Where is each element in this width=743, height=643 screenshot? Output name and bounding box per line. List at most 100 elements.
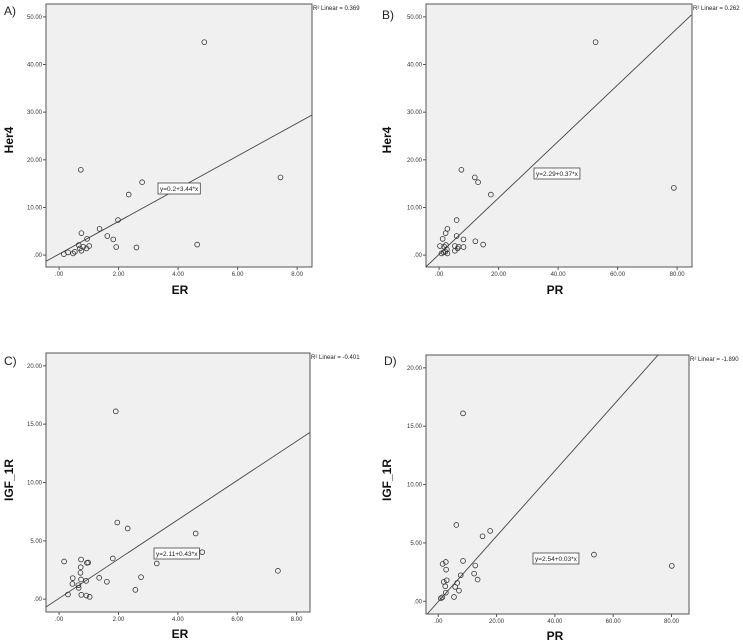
plot-area <box>425 354 690 615</box>
y-tick-label: 15.00 <box>407 424 423 430</box>
x-tick-label: 4.00 <box>172 617 184 623</box>
data-point <box>86 594 93 600</box>
panel-label: B) <box>382 8 394 22</box>
x-tick-label: .00 <box>55 617 64 623</box>
data-point <box>96 226 103 232</box>
data-point <box>78 556 84 563</box>
x-tick-label: .00 <box>55 272 64 278</box>
y-tick-label: 10.00 <box>27 481 43 487</box>
data-point <box>452 584 458 590</box>
y-tick-label: 20.00 <box>407 366 423 372</box>
data-point <box>443 589 449 596</box>
y-tick-label: 40.00 <box>407 63 423 69</box>
data-point <box>443 577 450 584</box>
equation-box <box>533 167 581 180</box>
equation-label: y=2.54+0.03*x <box>535 556 578 563</box>
data-point <box>277 174 284 181</box>
y-tick-label: 30.00 <box>27 110 43 116</box>
data-point <box>125 191 132 198</box>
y-tick-label: .00 <box>34 253 43 259</box>
data-point <box>114 519 121 526</box>
scatter-panel-d: .00 20.00 40.00 60.00 80.00 .00 5.00 10.00 15.00… <box>380 354 739 643</box>
data-point <box>439 236 446 242</box>
data-point <box>78 230 85 236</box>
x-tick-label: 20.00 <box>489 619 505 625</box>
data-point <box>61 558 67 565</box>
plot-area <box>45 352 311 613</box>
y-tick-label: 20.00 <box>27 158 43 164</box>
x-tick-label: 6.00 <box>232 272 244 278</box>
data-point <box>153 560 160 567</box>
x-tick-label: 60.00 <box>606 619 622 625</box>
data-point <box>69 581 76 587</box>
data-point <box>110 555 116 562</box>
data-point <box>201 39 208 45</box>
data-point <box>479 533 486 540</box>
data-point <box>113 244 120 250</box>
x-tick-label: 6.00 <box>231 617 243 623</box>
data-point <box>84 236 90 242</box>
data-point <box>138 574 144 580</box>
y-tick-label: 10.00 <box>407 483 423 489</box>
y-axis-label: Her4 <box>2 126 16 153</box>
data-point <box>110 236 117 243</box>
data-point <box>70 250 76 257</box>
data-point <box>96 575 102 581</box>
x-tick-label: 8.00 <box>291 272 303 278</box>
y-tick-label: .00 <box>34 597 43 603</box>
x-axis-label: ER <box>172 627 189 641</box>
data-point <box>471 570 477 577</box>
data-point <box>443 566 449 573</box>
data-point <box>77 245 83 252</box>
data-point <box>443 559 449 565</box>
equation-label: y=0.2+3.44*x <box>160 186 199 193</box>
y-axis-label: Her4 <box>380 126 394 153</box>
data-point <box>275 568 281 574</box>
equation-box <box>157 182 201 195</box>
r2-label: R² Linear = -1.890 <box>690 357 739 363</box>
data-point <box>488 191 494 198</box>
y-tick-label: 30.00 <box>407 110 423 116</box>
data-point <box>78 167 84 173</box>
x-tick-label: 80.00 <box>670 272 686 278</box>
data-point <box>444 250 451 257</box>
x-tick-label: 40.00 <box>551 272 567 278</box>
data-point <box>487 528 493 534</box>
plot-area <box>45 3 313 268</box>
data-point <box>443 242 449 248</box>
panel-label: D) <box>384 354 397 368</box>
data-point <box>458 167 465 173</box>
data-point <box>471 174 478 181</box>
data-point <box>194 241 200 248</box>
y-tick-label: 50.00 <box>407 15 423 21</box>
data-point <box>442 230 449 236</box>
data-point <box>115 217 121 223</box>
equation-box <box>153 547 200 560</box>
data-point <box>61 251 67 257</box>
x-tick-label: 2.00 <box>113 617 125 623</box>
data-point <box>77 564 84 570</box>
data-point <box>69 575 76 581</box>
data-point <box>439 594 446 601</box>
data-point <box>475 179 481 185</box>
r2-label: R² Linear = 0.369 <box>313 6 360 12</box>
data-point <box>456 587 462 594</box>
data-point <box>104 233 111 239</box>
y-tick-label: 5.00 <box>30 539 42 545</box>
x-tick-label: .00 <box>434 619 443 625</box>
data-point <box>437 243 443 249</box>
data-point <box>132 587 139 593</box>
y-tick-label: 5.00 <box>410 541 422 547</box>
x-tick-label: 80.00 <box>664 619 680 625</box>
y-tick-label: 50.00 <box>27 15 43 21</box>
y-tick-label: 20.00 <box>27 364 43 370</box>
scatter-panel-b: .00 20.00 40.00 60.00 80.00 .00 10.00 20.00 30.0… <box>380 3 740 297</box>
data-point <box>85 559 91 566</box>
data-point <box>453 233 460 239</box>
data-point <box>83 578 89 584</box>
fit-line <box>426 355 659 614</box>
data-point <box>474 576 481 583</box>
data-point <box>592 39 599 45</box>
data-point <box>78 576 84 583</box>
data-point <box>454 245 461 252</box>
